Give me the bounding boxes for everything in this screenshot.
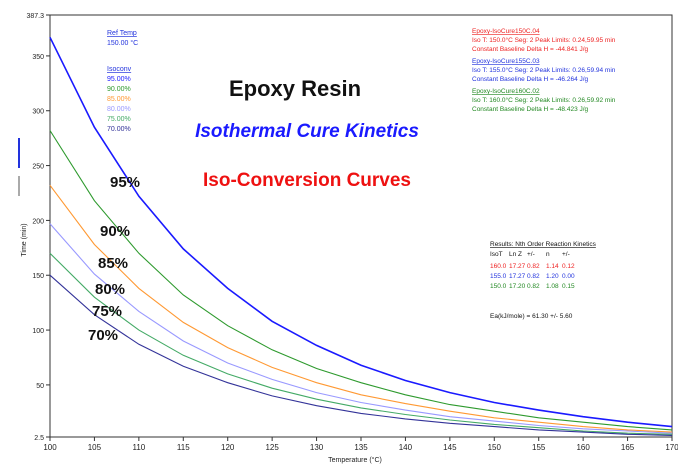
x-tick-label: 145 (443, 443, 457, 452)
series-line (49, 36, 673, 428)
legend: Ref Temp 150.00 °C Isoconv 95.00% 90.00% 85.0… (107, 30, 138, 133)
results-title: Results: Nth Order Reaction Kinetics (490, 241, 597, 248)
legend-ref-value: 150.00 °C (107, 39, 138, 47)
curve-labels: 95% 90% 85% 80% 75% 70% (88, 174, 140, 344)
y-tick-label: 300 (32, 109, 44, 116)
x-tick-label: 125 (265, 443, 279, 452)
annotation-line: Iso T: 160.0°C Seg: 2 Peak Limits: 0.26,… (472, 96, 616, 104)
y-tick-label: 150 (32, 273, 44, 280)
x-tick-label: 135 (354, 443, 368, 452)
series-line (49, 184, 673, 433)
results-table: Results: Nth Order Reaction Kinetics IsoT… (490, 241, 597, 320)
x-tick-label: 170 (665, 443, 678, 452)
y-tick-label: 2.5 (34, 435, 44, 442)
legend-ref-label: Ref Temp (107, 30, 137, 37)
legend-item: 90.00% (107, 86, 131, 93)
annotation-line: Constant Baseline Delta H = -46.264 J/g (472, 76, 589, 83)
curve-label: 95% (110, 174, 140, 191)
results-header: Ln Z (509, 251, 522, 258)
legend-item: 75.00% (107, 116, 131, 123)
curve-label: 75% (92, 303, 122, 320)
y-tick-label: 100 (32, 328, 44, 335)
y-tick-label: 250 (32, 164, 44, 171)
results-cell: 0.82 (527, 283, 540, 290)
chart-subtitle-kinetics: Isothermal Cure Kinetics (195, 121, 419, 142)
curve-label: 90% (100, 223, 130, 240)
x-tick-label: 110 (132, 443, 145, 452)
series-line (49, 130, 673, 431)
results-cell: 17.27 (509, 263, 526, 270)
annotation-line: Iso T: 150.0°C Seg: 2 Peak Limits: 0.24,… (472, 36, 616, 44)
x-tick-label: 155 (532, 443, 546, 452)
results-cell: 0.82 (527, 273, 540, 280)
results-header: +/- (562, 251, 570, 258)
legend-item: 70.00% (107, 126, 131, 133)
x-tick-label: 160 (576, 443, 590, 452)
results-cell: 0.12 (562, 263, 575, 270)
results-cell: 1.20 (546, 273, 559, 280)
results-cell: 17.27 (509, 273, 526, 280)
x-tick-label: 140 (399, 443, 413, 452)
annotation-line: Iso T: 155.0°C Seg: 2 Peak Limits: 0.26,… (472, 66, 616, 74)
results-header: IsoT (490, 251, 503, 258)
results-cell: 160.0 (490, 263, 507, 270)
series-line (49, 223, 673, 434)
y-tick-label: 50 (36, 383, 44, 390)
legend-item: 85.00% (107, 96, 131, 103)
annotation-line: Constant Baseline Delta H = -44.841 J/g (472, 46, 589, 53)
x-tick-label: 115 (177, 443, 190, 452)
y-axis-label: Time (min) (21, 223, 28, 256)
results-ea: Ea(kJ/mole) = 61.30 +/- 5.60 (490, 313, 573, 320)
annotation-header: Epoxy-IsoCure150C.04 (472, 28, 540, 35)
y-tick-label: 200 (32, 218, 44, 225)
annotation-header: Epoxy-IsoCure155C.03 (472, 58, 540, 65)
annotation-header: Epoxy-IsoCure160C.02 (472, 88, 540, 95)
axes: 100 105 110 115 120 125 130 135 140 145 150 155 160 1… (26, 13, 678, 452)
x-tick-label: 105 (88, 443, 102, 452)
series-line (49, 274, 673, 436)
x-tick-label: 120 (221, 443, 235, 452)
x-tick-label: 100 (43, 443, 57, 452)
results-cell: 0.82 (527, 263, 540, 270)
chart-subtitle-isoconversion: Iso-Conversion Curves (203, 170, 411, 191)
results-cell: 0.00 (562, 273, 575, 280)
series-line (49, 252, 673, 435)
legend-isoconv-label: Isoconv (107, 66, 132, 73)
curve-label: 80% (95, 281, 125, 298)
results-cell: 0.15 (562, 283, 575, 290)
x-tick-label: 165 (621, 443, 635, 452)
series-lines (49, 36, 673, 436)
results-header: n (546, 251, 550, 258)
curve-label: 70% (88, 327, 118, 344)
results-cell: 1.08 (546, 283, 559, 290)
curve-label: 85% (98, 255, 128, 272)
x-tick-label: 130 (310, 443, 324, 452)
y-tick-label: 387.3 (26, 13, 44, 20)
annotation-line: Constant Baseline Delta H = -48.423 J/g (472, 106, 589, 113)
y-tick-label: 350 (32, 54, 44, 61)
x-axis-label: Temperature (°C) (328, 456, 382, 464)
results-header: +/- (527, 251, 535, 258)
results-cell: 17.20 (509, 283, 526, 290)
results-cell: 150.0 (490, 283, 507, 290)
results-cell: 155.0 (490, 273, 507, 280)
results-cell: 1.14 (546, 263, 559, 270)
legend-item: 80.00% (107, 106, 131, 113)
legend-item: 95.00% (107, 76, 131, 83)
x-tick-label: 150 (488, 443, 502, 452)
chart-title: Epoxy Resin (229, 76, 361, 101)
